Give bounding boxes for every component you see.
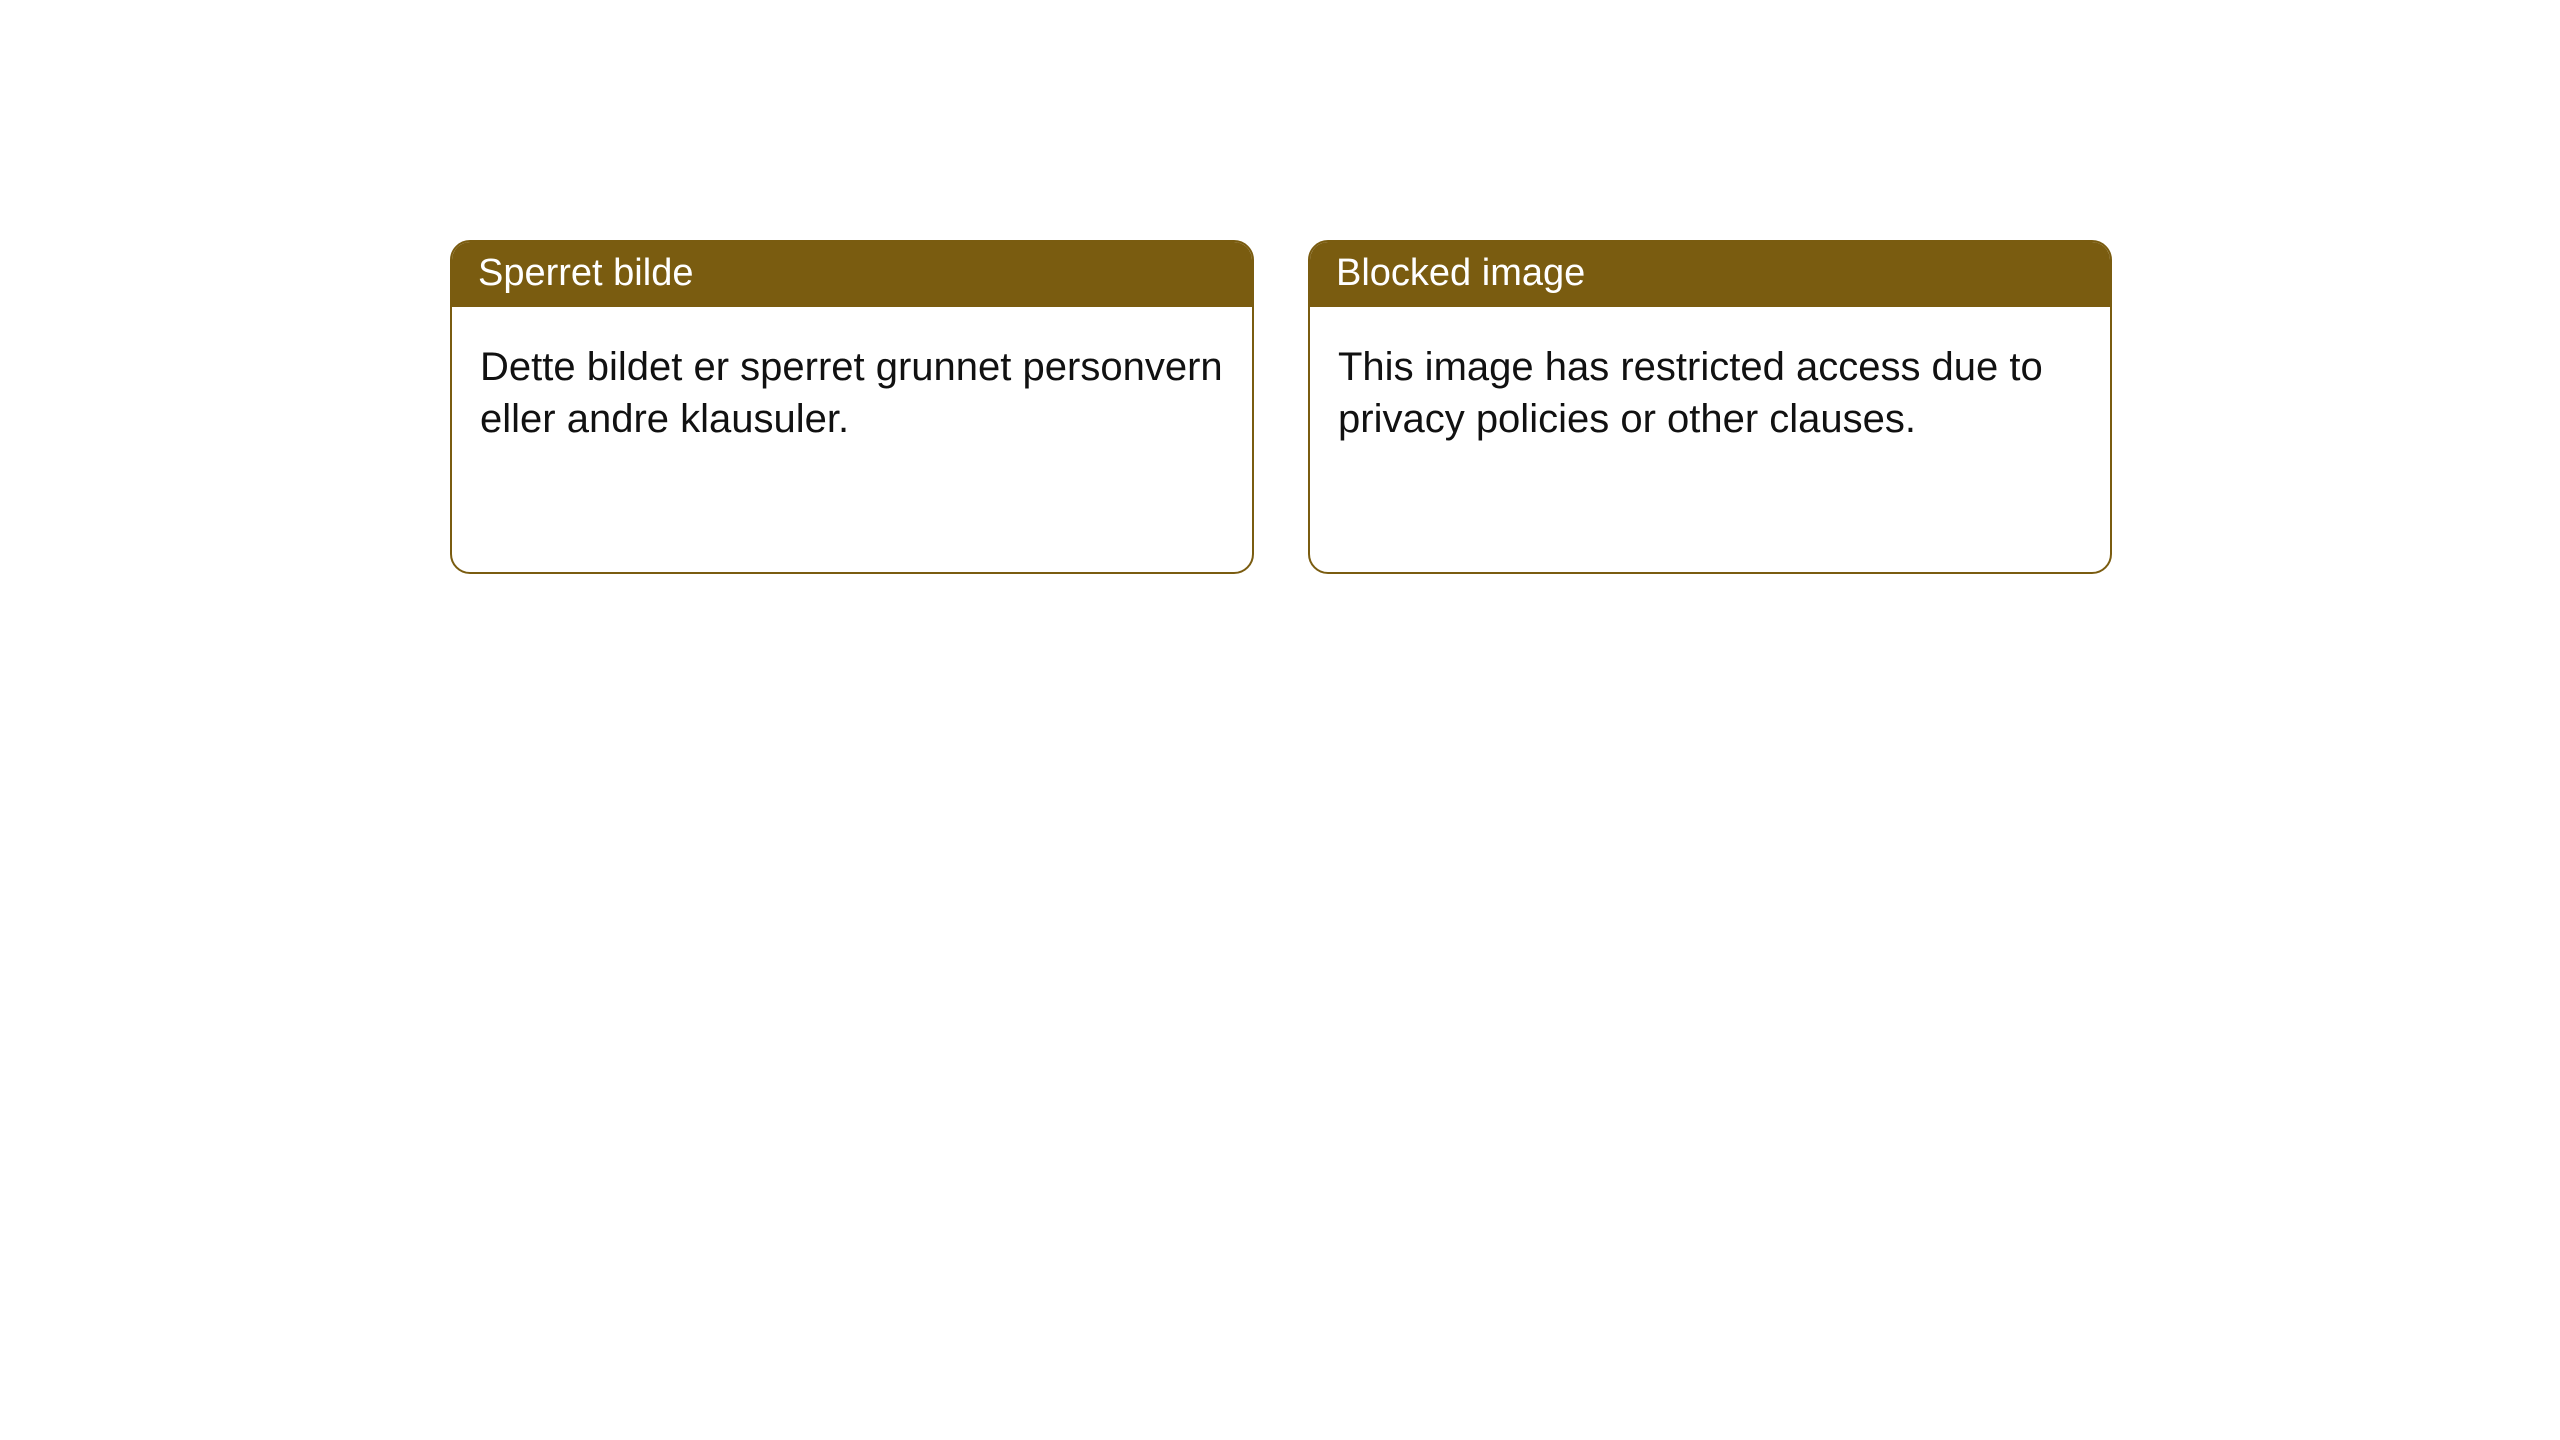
notice-header: Sperret bilde: [452, 242, 1252, 307]
notice-body: Dette bildet er sperret grunnet personve…: [452, 307, 1252, 473]
notice-box-english: Blocked image This image has restricted …: [1308, 240, 2112, 574]
notice-body: This image has restricted access due to …: [1310, 307, 2110, 473]
notice-header: Blocked image: [1310, 242, 2110, 307]
notice-container: Sperret bilde Dette bildet er sperret gr…: [0, 0, 2560, 574]
notice-box-norwegian: Sperret bilde Dette bildet er sperret gr…: [450, 240, 1254, 574]
